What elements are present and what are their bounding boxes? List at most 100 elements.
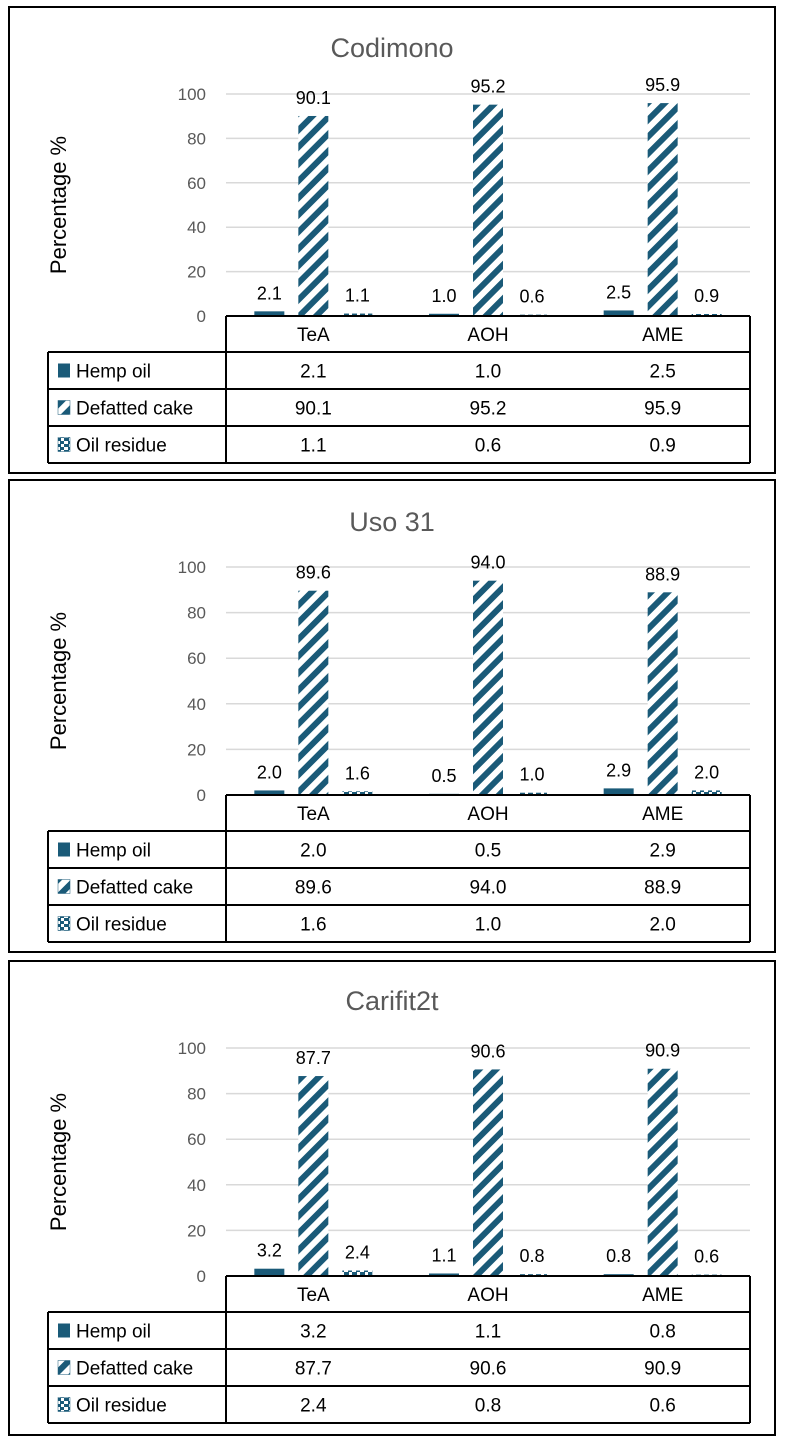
data-label: 2.5 [606, 282, 631, 302]
bar-defatted-cake-aoh [473, 580, 503, 795]
y-tick-label: 20 [187, 740, 206, 759]
data-label: 0.9 [694, 286, 719, 306]
table-cell: 1.0 [475, 362, 501, 383]
bar-hemp-oil-tea [254, 790, 285, 795]
table-cell: 87.7 [295, 1359, 332, 1380]
x-category-label: AOH [467, 325, 508, 346]
x-category-label: TeA [297, 325, 330, 346]
legend-key-oil-residue [57, 1397, 71, 1412]
bar-defatted-cake-aoh [473, 1069, 503, 1276]
data-label: 1.1 [431, 1245, 456, 1265]
table-cell: 2.4 [300, 1396, 327, 1417]
legend-label-defatted-cake: Defatted cake [76, 399, 193, 420]
x-category-label: AME [642, 804, 683, 825]
y-axis-label: Percentage % [46, 1093, 71, 1231]
table-cell: 1.6 [300, 915, 326, 936]
legend-key-defatted-cake [57, 1360, 71, 1375]
bar-defatted-cake-ame [647, 103, 678, 317]
bar-hemp-oil-aoh [429, 313, 459, 316]
table-cell: 3.2 [300, 1322, 326, 1343]
y-tick-label: 80 [187, 129, 206, 148]
y-tick-label: 80 [187, 1085, 206, 1104]
chart-svg: Carifit2t Percentage % 0 20 40 60 80 100 3.2 87.7… [46, 986, 751, 1424]
y-tick-label: 60 [187, 649, 206, 668]
data-label: 89.6 [296, 563, 331, 583]
y-tick-label: 80 [187, 604, 206, 623]
y-tick-label: 0 [197, 307, 206, 326]
data-label: 2.4 [345, 1243, 370, 1263]
bar-hemp-oil-tea [254, 311, 285, 316]
chart-panel-codimono: Codimono Percentage % 0 20 40 60 80 100 2.1 90.1 1… [8, 6, 776, 474]
chart-title: Uso 31 [349, 507, 435, 537]
legend-label-oil-residue: Oil residue [76, 915, 167, 936]
data-label: 0.8 [519, 1246, 544, 1266]
chart-panel-carifit2t: Carifit2t Percentage % 0 20 40 60 80 100 3.2 87.7… [8, 960, 776, 1436]
table-cell: 1.0 [475, 915, 501, 936]
y-tick-label: 20 [187, 263, 206, 282]
table-cell: 2.1 [300, 362, 326, 383]
legend-label-hemp-oil: Hemp oil [76, 362, 151, 383]
chart-title: Codimono [330, 33, 453, 63]
y-axis-label: Percentage % [46, 136, 71, 274]
bar-defatted-cake-ame [647, 592, 678, 795]
data-label: 3.2 [257, 1241, 282, 1261]
bar-defatted-cake-ame [647, 1068, 678, 1276]
table-cell: 0.8 [649, 1322, 675, 1343]
y-tick-label: 20 [187, 1221, 206, 1240]
data-label: 88.9 [645, 564, 680, 584]
bar-oil-residue-tea [342, 791, 373, 795]
legend-label-oil-residue: Oil residue [76, 1396, 167, 1417]
table-cell: 90.6 [470, 1359, 507, 1380]
data-label: 1.0 [519, 765, 544, 785]
legend-key-hemp-oil [58, 842, 70, 857]
data-label: 94.0 [470, 553, 505, 573]
x-category-label: AME [642, 325, 683, 346]
x-category-label: AME [642, 1285, 683, 1306]
table-cell: 0.6 [649, 1396, 675, 1417]
legend-label-defatted-cake: Defatted cake [76, 878, 193, 899]
bar-hemp-oil-tea [254, 1268, 285, 1276]
data-label: 0.6 [519, 287, 544, 307]
table-cell: 89.6 [295, 878, 332, 899]
bar-defatted-cake-tea [298, 115, 329, 316]
legend-label-hemp-oil: Hemp oil [76, 841, 151, 862]
table-cell: 95.2 [470, 399, 507, 420]
data-label: 1.6 [345, 763, 370, 783]
table-cell: 0.5 [475, 841, 501, 862]
legend-key-defatted-cake [57, 400, 71, 415]
bar-oil-residue-ame [691, 790, 722, 795]
data-label: 95.9 [645, 75, 680, 95]
table-cell: 0.6 [475, 436, 501, 457]
table-cell: 0.8 [475, 1396, 501, 1417]
bar-defatted-cake-tea [298, 1076, 329, 1276]
y-tick-label: 100 [178, 85, 206, 104]
y-tick-label: 0 [197, 786, 206, 805]
y-tick-label: 100 [178, 1039, 206, 1058]
legend-key-oil-residue [57, 437, 71, 452]
data-label: 2.0 [694, 762, 719, 782]
data-label: 2.9 [606, 760, 631, 780]
y-tick-label: 60 [187, 1130, 206, 1149]
bar-oil-residue-tea [342, 313, 373, 316]
legend-key-defatted-cake [57, 879, 71, 894]
data-label: 95.2 [470, 77, 505, 97]
legend-key-hemp-oil [58, 1323, 70, 1338]
bar-oil-residue-aoh [517, 792, 547, 795]
table-cell: 95.9 [644, 399, 681, 420]
bar-defatted-cake-aoh [473, 104, 503, 316]
data-label: 90.6 [470, 1041, 505, 1061]
legend-label-oil-residue: Oil residue [76, 436, 167, 457]
chart-title: Carifit2t [345, 986, 439, 1016]
data-label: 87.7 [296, 1048, 331, 1068]
bar-hemp-oil-aoh [429, 1273, 459, 1276]
x-category-label: AOH [467, 804, 508, 825]
data-label: 1.0 [431, 286, 456, 306]
x-category-label: AOH [467, 1285, 508, 1306]
data-label: 0.8 [606, 1246, 631, 1266]
table-cell: 88.9 [644, 878, 681, 899]
table-cell: 1.1 [300, 436, 326, 457]
table-cell: 2.9 [649, 841, 675, 862]
data-label: 2.0 [257, 762, 282, 782]
data-label: 2.1 [257, 283, 282, 303]
table-cell: 90.9 [644, 1359, 681, 1380]
